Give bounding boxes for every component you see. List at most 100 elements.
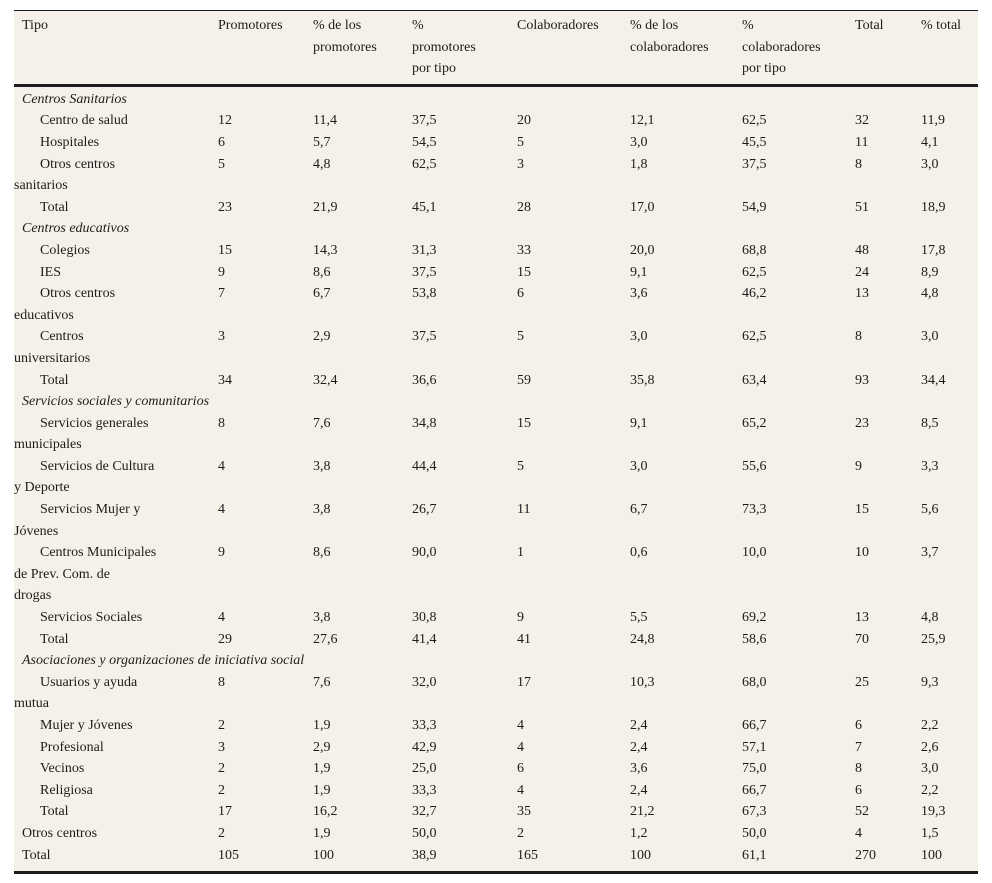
- cell-value: 2,4: [630, 718, 648, 733]
- table-row: Servicios Sociales 4 3,8 30,8 9 5,5 69,2 13 4,8: [14, 607, 978, 629]
- row-label: Servicios Mujer y Jóvenes: [14, 502, 141, 539]
- cell-value: 8,5: [921, 415, 939, 431]
- cell-value: 2,2: [921, 782, 939, 798]
- cell-value: 2: [218, 825, 225, 841]
- cell-value: 2,4: [630, 782, 648, 798]
- row-label: Otros centros sanitarios: [14, 156, 116, 194]
- cell-value: 8: [855, 156, 862, 172]
- row-label: Religiosa: [40, 782, 93, 798]
- cell-value: 9: [218, 264, 225, 280]
- cell-value: 63,4: [742, 372, 767, 388]
- column-header-colaboradores: Colaboradores: [517, 18, 599, 33]
- cell-value: 34,4: [921, 372, 946, 388]
- cell-value: 12,1: [630, 113, 655, 129]
- cell-value: 2: [218, 718, 225, 733]
- cell-value: 37,5: [412, 113, 437, 129]
- cell-value: 3: [517, 156, 524, 172]
- cell-value: 33,3: [412, 718, 437, 733]
- section-label: Centros Sanitarios: [22, 91, 127, 107]
- cell-value: 45,5: [742, 134, 767, 150]
- cell-value: 55,6: [742, 458, 767, 474]
- cell-value: 17: [517, 674, 531, 690]
- cell-value: 4: [218, 458, 225, 474]
- cell-value: 65,2: [742, 415, 767, 431]
- row-label: Mujer y Jóvenes: [40, 718, 133, 733]
- column-header-total: Total: [855, 18, 884, 33]
- column-header-tipo: Tipo: [22, 18, 48, 33]
- cell-value: 31,3: [412, 242, 437, 258]
- cell-value: 7,6: [313, 674, 331, 690]
- cell-value: 4,8: [921, 286, 939, 302]
- cell-value: 4: [517, 782, 524, 798]
- cell-value: 12: [218, 113, 232, 129]
- cell-value: 270: [855, 847, 876, 863]
- table-row: Servicios generales municipales 8 7,6 34,8 1…: [14, 413, 978, 456]
- cell-value: 5: [517, 458, 524, 474]
- cell-value: 17,0: [630, 199, 655, 215]
- row-label: Servicios de Cultura y Deporte: [14, 458, 155, 496]
- row-label: Usuarios y ayuda mutua: [14, 674, 138, 712]
- cell-value: 70: [855, 631, 869, 647]
- cell-value: 8: [218, 415, 225, 431]
- cell-value: 24,8: [630, 631, 655, 647]
- cell-value: 25,9: [921, 631, 946, 647]
- table-body: Centros Sanitarios Centro de salud 12 11,4 3…: [14, 87, 978, 871]
- cell-value: 35,8: [630, 372, 655, 388]
- table-row: Servicios de Cultura y Deporte 4 3,8 44,4 5 3…: [14, 456, 978, 499]
- cell-value: 17: [218, 804, 232, 820]
- cell-value: 165: [517, 847, 538, 863]
- cell-value: 32,4: [313, 372, 338, 388]
- cell-value: 5: [218, 156, 225, 172]
- cell-value: 9: [855, 458, 862, 474]
- section-row: Servicios sociales y comunitarios: [14, 391, 978, 413]
- column-header-pct-total: % total: [921, 18, 962, 33]
- cell-value: 32,0: [412, 674, 437, 690]
- cell-value: 2: [218, 782, 225, 798]
- cell-value: 23: [218, 199, 232, 215]
- column-header-pct-de-los-colaboradores: % de los colaboradores: [630, 18, 709, 55]
- cell-value: 11,9: [921, 113, 945, 129]
- cell-value: 34,8: [412, 415, 437, 431]
- section-label: Centros educativos: [22, 221, 130, 237]
- table-row: Vecinos 2 1,9 25,0 6 3,6 75,0 8 3,0: [14, 758, 978, 780]
- cell-value: 5,7: [313, 134, 331, 150]
- cell-value: 8,9: [921, 264, 939, 280]
- cell-value: 15: [517, 415, 531, 431]
- cell-value: 75,0: [742, 761, 767, 777]
- column-header-pct-colaboradores-por-tipo: % colaboradores por tipo: [742, 18, 821, 77]
- cell-value: 11: [517, 502, 531, 518]
- cell-value: 3,0: [630, 329, 648, 345]
- column-header-pct-promotores-por-tipo: % promotores por tipo: [412, 18, 476, 77]
- cell-value: 15: [855, 502, 869, 518]
- cell-value: 10,0: [742, 545, 767, 561]
- cell-value: 37,5: [412, 264, 437, 280]
- column-header-promotores: Promotores: [218, 18, 283, 33]
- table-row: Otros centros sanitarios 5 4,8 62,5 3 1,8 37,5…: [14, 154, 978, 197]
- cell-value: 33,3: [412, 782, 437, 798]
- cell-value: 1: [517, 545, 524, 561]
- cell-value: 62,5: [742, 113, 767, 129]
- cell-value: 6: [517, 761, 524, 777]
- cell-value: 3,0: [921, 761, 939, 777]
- cell-value: 33: [517, 242, 531, 258]
- cell-value: 62,5: [412, 156, 437, 172]
- cell-value: 10: [855, 545, 869, 561]
- cell-value: 15: [218, 242, 232, 258]
- cell-value: 66,7: [742, 718, 767, 733]
- cell-value: 6: [855, 718, 862, 733]
- table-row: Total 23 21,9 45,1 28 17,0 54,9 51 18,9: [14, 197, 978, 219]
- cell-value: 44,4: [412, 458, 437, 474]
- cell-value: 6: [517, 286, 524, 302]
- table-row: Servicios Mujer y Jóvenes 4 3,8 26,7 11 6,7 73…: [14, 499, 978, 542]
- section-row: Asociaciones y organizaciones de iniciat…: [14, 650, 978, 672]
- cell-value: 6,7: [313, 286, 331, 302]
- row-label: Centros universitarios: [14, 329, 91, 366]
- cell-value: 32: [855, 113, 869, 129]
- cell-value: 29: [218, 631, 232, 647]
- cell-value: 37,5: [412, 329, 437, 345]
- cell-value: 9,1: [630, 415, 648, 431]
- cell-value: 16,2: [313, 804, 338, 820]
- cell-value: 21,9: [313, 199, 338, 215]
- table-row: IES 9 8,6 37,5 15 9,1 62,5 24 8,9: [14, 262, 978, 284]
- cell-value: 1,9: [313, 782, 331, 798]
